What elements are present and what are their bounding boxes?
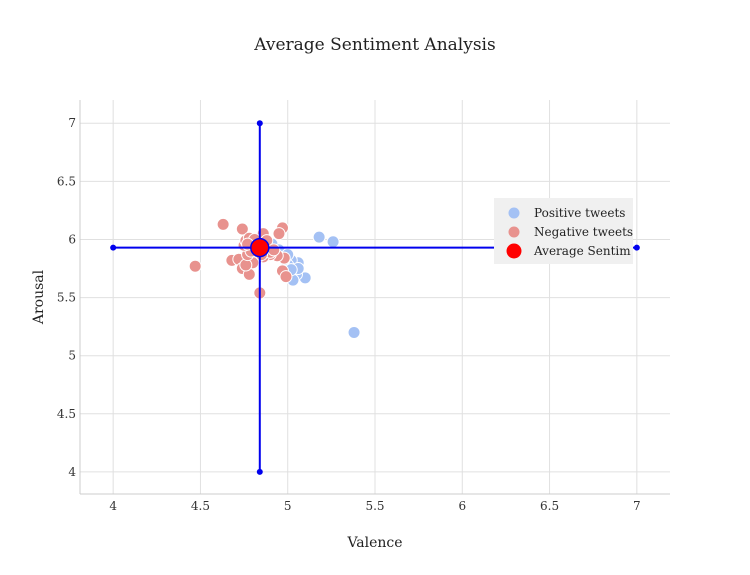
- x-tick-label: 6.5: [540, 499, 559, 513]
- error-bar-cap: [633, 244, 640, 251]
- negative-tweet-point: [279, 270, 293, 284]
- legend-label: Negative tweets: [534, 225, 633, 239]
- legend[interactable]: Positive tweets Negative tweets Average Se…: [494, 198, 633, 264]
- x-tick-label: 5: [284, 499, 292, 513]
- legend-marker: [506, 243, 522, 259]
- negative-tweet-point: [216, 217, 230, 231]
- legend-label: Positive tweets: [534, 206, 625, 220]
- data-points: [188, 217, 361, 339]
- y-tick-label: 6: [68, 232, 76, 246]
- y-axis-title: Arousal: [31, 269, 47, 325]
- y-tick-label: 5: [68, 349, 76, 363]
- x-axis-title: Valence: [346, 535, 402, 551]
- grid-lines: [80, 100, 670, 494]
- x-tick-label: 4.5: [191, 499, 210, 513]
- negative-tweet-point: [235, 222, 249, 236]
- x-tick-label: 7: [633, 499, 641, 513]
- y-tick-label: 4: [68, 465, 76, 479]
- legend-label: Average Sentim: [533, 244, 631, 258]
- average-sentiment-point: [250, 237, 270, 258]
- average-point-layer: [250, 237, 270, 258]
- y-tick-label: 7: [68, 116, 76, 130]
- negative-tweet-point: [267, 243, 281, 257]
- y-tick-labels: 4 4.5 5 5.5 6 6.5 7: [57, 116, 76, 479]
- positive-tweet-point: [326, 235, 340, 249]
- x-tick-label: 6: [458, 499, 466, 513]
- axes: [79, 100, 670, 495]
- y-tick-label: 4.5: [57, 407, 76, 421]
- legend-marker: [508, 207, 520, 219]
- y-tick-label: 5.5: [57, 291, 76, 305]
- error-bar-cap: [110, 244, 117, 251]
- x-tick-labels: 4 4.5 5 5.5 6 6.5 7: [109, 499, 640, 513]
- negative-tweet-point: [272, 227, 286, 241]
- y-tick-label: 6.5: [57, 174, 76, 188]
- legend-marker: [508, 226, 520, 238]
- x-tick-label: 4: [109, 499, 117, 513]
- chart-title: Average Sentiment Analysis: [253, 35, 495, 55]
- error-bar-cap: [256, 468, 263, 475]
- error-bar-cap: [256, 120, 263, 127]
- negative-tweet-point: [188, 259, 202, 273]
- positive-tweet-point: [312, 230, 326, 244]
- x-tick-label: 5.5: [365, 499, 384, 513]
- legend-items: Positive tweets Negative tweets Average Se…: [506, 206, 633, 259]
- positive-tweet-point: [347, 325, 361, 339]
